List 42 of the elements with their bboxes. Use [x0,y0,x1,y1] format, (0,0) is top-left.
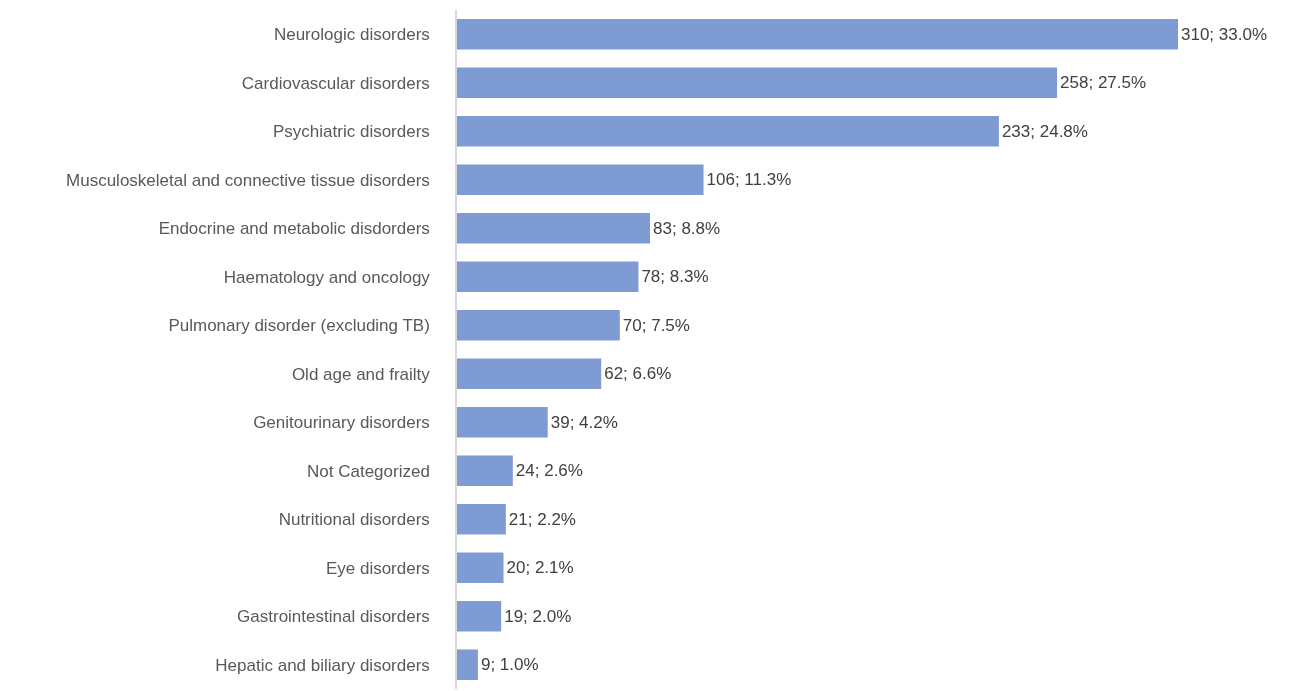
bar [457,406,548,438]
data-label: 62; 6.6% [604,364,672,384]
bar [457,600,502,632]
y-tick-label: Psychiatric disorders [273,122,430,142]
y-tick-label: Pulmonary disorder (excluding TB) [168,316,430,336]
data-label: 24; 2.6% [515,461,583,481]
data-label: 21; 2.2% [508,509,576,529]
bar [457,261,639,293]
y-tick-label: Endocrine and metabolic disdorders [158,219,430,239]
y-tick-label: Genitourinary disorders [253,413,430,433]
data-label: 83; 8.8% [653,218,721,238]
bar [457,67,1058,99]
y-tick-label: Musculoskeletal and connective tissue disorders [66,170,430,190]
y-tick-label: Cardiovascular disorders [241,73,430,93]
bar [457,649,478,681]
bar [457,552,504,584]
y-tick-label: Haematology and oncology [223,267,431,287]
y-tick-label: Nutritional disorders [278,510,430,530]
data-label: 70; 7.5% [622,315,690,335]
data-label: 233; 24.8% [1001,121,1088,141]
bar [457,503,506,535]
data-label: 78; 8.3% [641,267,709,287]
data-label: 20; 2.1% [506,558,574,578]
data-label: 19; 2.0% [504,606,572,626]
y-tick-label: Gastrointestinal disorders [237,607,430,627]
data-label: 258; 27.5% [1060,73,1147,93]
bar [457,212,651,244]
data-label: 9; 1.0% [480,655,539,675]
bar [457,115,999,147]
bar [457,309,620,341]
y-tick-label: Neurologic disorders [273,25,430,45]
data-label: 39; 4.2% [550,412,618,432]
y-tick-label: Hepatic and biliary disorders [215,655,430,675]
data-label: 310; 33.0% [1181,24,1268,44]
bar [457,18,1178,50]
y-tick-label: Old age and frailty [291,364,431,384]
y-tick-label: Not Categorized [307,461,430,481]
bar [457,164,704,196]
bar [457,455,513,487]
data-label: 106; 11.3% [706,170,792,190]
y-tick-label: Eye disorders [325,558,430,578]
bar [457,358,602,390]
